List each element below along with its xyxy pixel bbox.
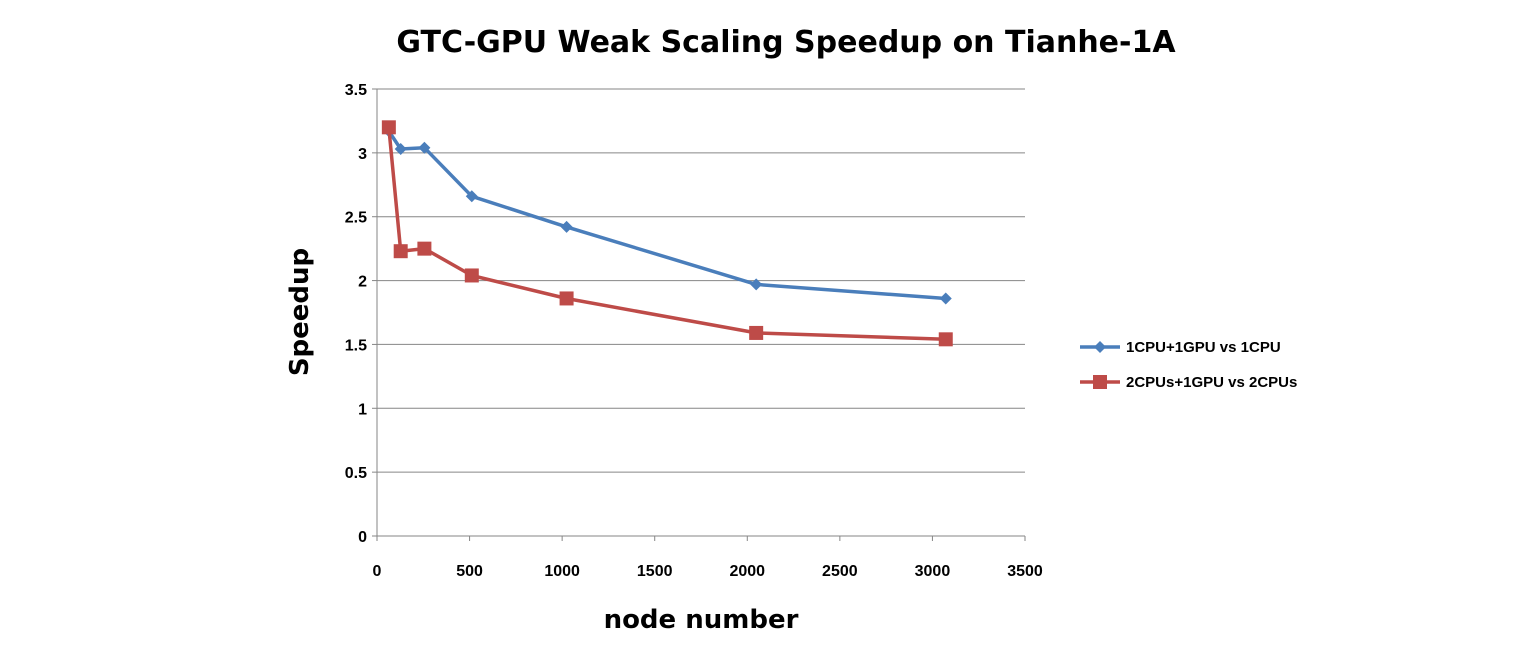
y-axis-title: Speedup [285,248,315,376]
data-point [559,291,574,306]
series-layer [381,120,953,347]
x-tick-label: 0 [373,563,382,580]
x-tick-label: 2000 [729,563,765,580]
y-tick-labels: 0 0.5 1 1.5 2 2.5 3 3.5 [345,82,367,546]
data-point [749,325,764,340]
data-point [465,190,478,203]
y-tick-label: 3.5 [345,82,367,99]
data-point [464,268,479,283]
x-tick-label: 2500 [822,563,858,580]
y-tick-label: 1.5 [345,337,367,354]
y-tick-label: 0 [358,529,367,546]
legend-entry: 2CPUs+1GPU vs 2CPUs [1080,374,1297,391]
x-tick-label: 1500 [637,563,673,580]
x-tick-label: 3500 [1007,563,1043,580]
data-point [393,244,408,259]
y-tick-label: 2.5 [345,210,367,227]
legend-entry: 1CPU+1GPU vs 1CPU [1080,339,1281,356]
x-tick-label: 1000 [544,563,580,580]
x-tick-labels: 0 500 1000 1500 2000 2500 3000 3500 [373,563,1043,580]
data-point [394,143,407,156]
data-point [938,332,953,347]
x-tick-label: 500 [456,563,483,580]
legend: 1CPU+1GPU vs 1CPU 2CPUs+1GPU vs 2CPUs [1080,339,1297,391]
series-2 [381,120,953,347]
data-point [381,120,396,135]
x-tick-label: 3000 [915,563,951,580]
data-point [939,292,952,305]
legend-marker [1093,375,1107,389]
axes [372,88,1026,541]
y-tick-label: 0.5 [345,465,367,482]
y-tick-label: 2 [358,274,367,291]
y-tick-label: 3 [358,146,367,163]
series-line [387,127,946,342]
legend-label: 2CPUs+1GPU vs 2CPUs [1126,374,1297,391]
data-point [560,220,573,233]
legend-label: 1CPU+1GPU vs 1CPU [1126,339,1281,356]
y-tick-label: 1 [358,401,367,418]
gridlines [377,88,1025,473]
x-axis-title: node number [604,605,799,635]
legend-marker [1094,341,1106,353]
data-point [418,141,431,154]
data-point [750,278,763,291]
data-point [417,241,432,256]
chart-title: GTC-GPU Weak Scaling Speedup on Tianhe-1… [396,25,1176,60]
